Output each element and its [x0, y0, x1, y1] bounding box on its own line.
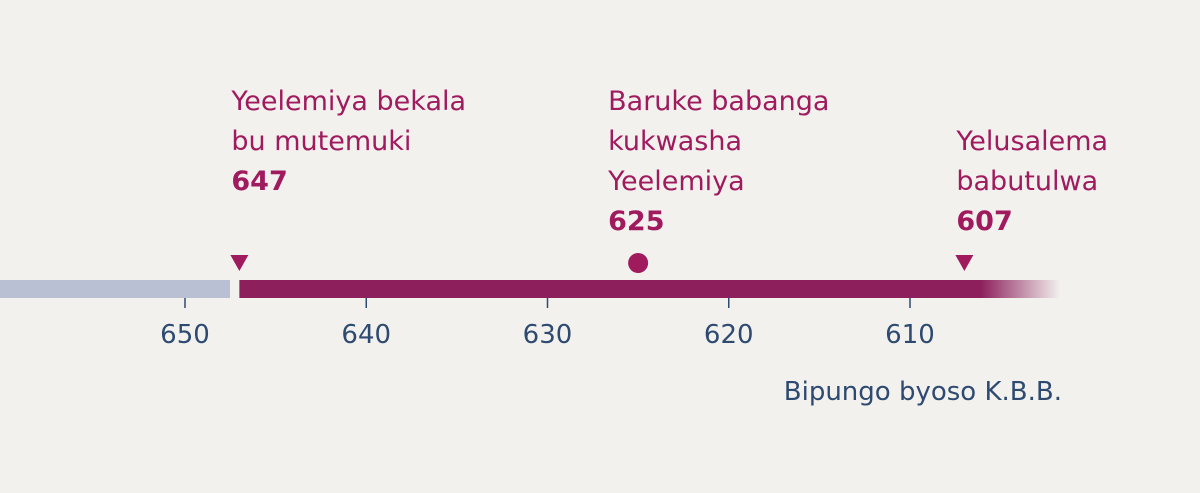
- event-label: Yeelemiya bekala: [230, 86, 466, 117]
- event-year: 647: [231, 166, 287, 197]
- note: Bipungo byoso K.B.B.: [784, 377, 1062, 407]
- era-bar-fade: [980, 280, 1060, 298]
- event-marker: [955, 255, 974, 271]
- event-label: Baruke babanga: [608, 86, 829, 117]
- past-bar: [0, 280, 230, 298]
- event-year: 625: [608, 206, 664, 237]
- tick-label: 640: [341, 320, 391, 350]
- event-marker: [628, 253, 649, 273]
- event-label: bu mutemuki: [231, 126, 411, 157]
- tick-label: 610: [885, 320, 935, 350]
- event-label: Yeelemiya: [607, 166, 745, 197]
- tick-label: 650: [160, 320, 210, 350]
- event-label: kukwasha: [608, 126, 742, 157]
- event-label: babutulwa: [956, 166, 1098, 197]
- tick-label: 630: [523, 320, 573, 350]
- event-year: 607: [956, 206, 1012, 237]
- event-label: Yelusalema: [955, 126, 1108, 157]
- tick-label: 620: [704, 320, 754, 350]
- era-bar: [239, 280, 980, 298]
- event-marker: [230, 255, 249, 271]
